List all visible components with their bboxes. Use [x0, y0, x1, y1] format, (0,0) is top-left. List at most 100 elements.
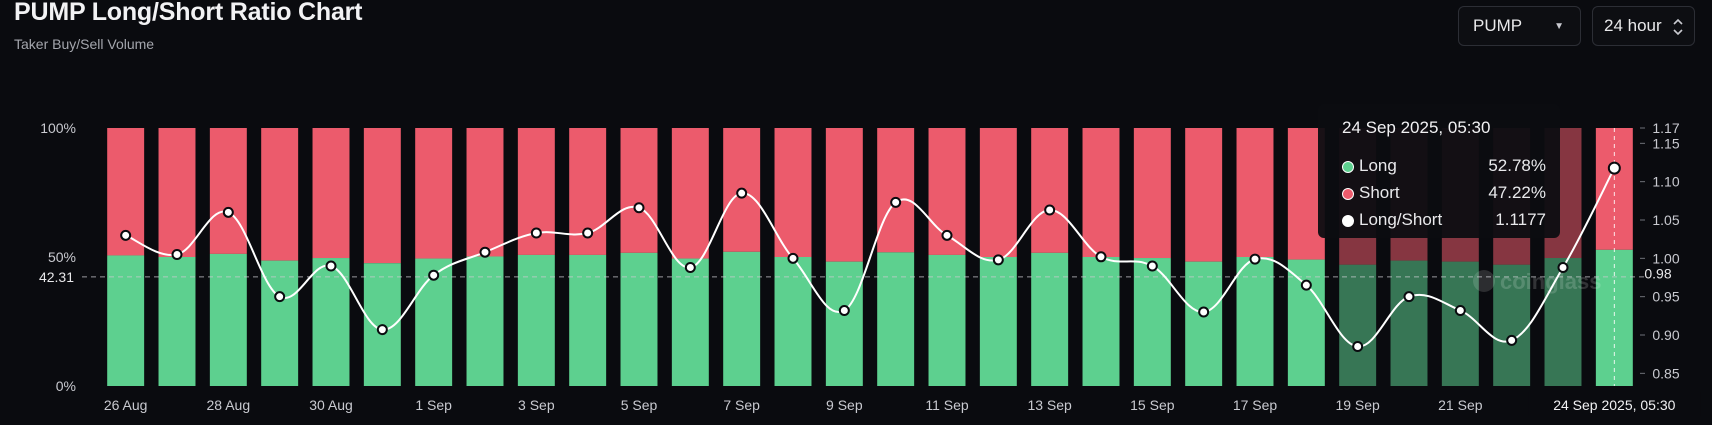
range-select-value: 24 hour [1604, 16, 1662, 35]
ratio-point [120, 229, 132, 241]
ratio-point [582, 227, 594, 239]
ratio-point [838, 304, 850, 316]
short-dot-icon [1342, 188, 1354, 200]
bar-short [825, 128, 863, 262]
bar-short [1595, 128, 1633, 250]
ratio-line [125, 167, 1616, 348]
bars [107, 128, 1633, 386]
ratio-points [120, 161, 1621, 352]
bar-short [877, 128, 915, 253]
coin-select-value: PUMP [1473, 16, 1523, 35]
bar-long [671, 258, 709, 386]
bar-long [209, 253, 247, 386]
ratio-line-path [125, 167, 1616, 348]
bar-long [1390, 260, 1428, 386]
right-axis-tick: 0.95 [1652, 289, 1679, 305]
bar-long [1185, 261, 1223, 386]
ratio-point [941, 229, 953, 241]
bar-long [1544, 258, 1582, 386]
ratio-point [274, 291, 286, 303]
bar-short [774, 128, 812, 257]
bar-short [1185, 128, 1223, 262]
tooltip-row-short: Short 47.22% [1342, 183, 1546, 205]
x-axis-tick: 17 Sep [1233, 397, 1278, 413]
ratio-point [1146, 260, 1158, 272]
bar-short [466, 128, 504, 257]
bar-long [620, 252, 658, 386]
ratio-point [1352, 341, 1364, 352]
bar-short [261, 128, 299, 261]
ratio-point [992, 254, 1004, 266]
chevron-updown-icon [1673, 18, 1683, 36]
bar-long [569, 254, 607, 386]
bar-short [979, 128, 1017, 257]
left-axis-tick: 0% [56, 378, 76, 394]
bar-long [774, 257, 812, 386]
bar-long [1339, 264, 1377, 386]
bar-long [107, 255, 145, 386]
tooltip-date: 24 Sep 2025, 05:30 [1342, 118, 1491, 137]
left-axis-marker: 42.31 [39, 269, 74, 285]
coinglass-logo-icon [1473, 270, 1495, 292]
ratio-point [479, 246, 491, 258]
right-axis-tick: 0.90 [1652, 327, 1679, 343]
bar-short [671, 128, 709, 259]
caret-down-icon: ▼ [1554, 21, 1564, 32]
bar-short [1082, 128, 1120, 257]
ratio-point [1198, 306, 1210, 318]
right-axis-tick: 1.10 [1652, 174, 1679, 190]
bar-long [1133, 258, 1171, 386]
right-axis-tick: 1.15 [1652, 135, 1679, 151]
x-axis-tick: 28 Aug [207, 397, 251, 413]
left-axis: 100% 50% 0% 42.31 [39, 120, 76, 394]
right-axis: 1.171.15 1.10 1.05 1.00 0.95 0.90 0.85 0.98 [1640, 120, 1680, 381]
ratio-point [222, 206, 234, 218]
ratio-point [1454, 304, 1466, 316]
range-select[interactable]: 24 hour [1592, 6, 1695, 46]
ratio-point [1506, 334, 1518, 346]
ratio-point [376, 324, 388, 336]
x-axis-tick: 30 Aug [309, 397, 353, 413]
x-hover-label: 24 Sep 2025, 05:30 [1553, 397, 1675, 413]
bar-long [979, 257, 1017, 386]
bar-long [1031, 252, 1069, 386]
bar-long [1493, 264, 1531, 386]
bar-long [1441, 261, 1479, 386]
x-axis-tick: 1 Sep [415, 397, 452, 413]
right-axis-tick: 1.17 [1652, 120, 1679, 136]
ratio-point [530, 227, 542, 239]
bar-long [1082, 257, 1120, 386]
right-axis-tick: 0.85 [1652, 365, 1679, 381]
ratio-point [736, 187, 748, 199]
left-axis-tick: 100% [40, 120, 76, 136]
bar-long [1287, 259, 1325, 386]
x-axis-tick: 26 Aug [104, 397, 148, 413]
tooltip-long-label: Long [1359, 156, 1397, 175]
coin-select[interactable]: PUMP ▼ [1458, 6, 1581, 46]
bar-short [415, 128, 453, 259]
bar-long [466, 256, 504, 386]
bar-long [1236, 257, 1274, 386]
right-axis-tick: 1.05 [1652, 212, 1679, 228]
ratio-point [428, 269, 440, 281]
tooltip-short-value: 47.22% [1488, 183, 1546, 202]
x-axis-tick: 13 Sep [1027, 397, 1072, 413]
tooltip-ratio-value: 1.1177 [1495, 210, 1546, 229]
x-axis-tick: 19 Sep [1335, 397, 1380, 413]
x-axis-tick: 21 Sep [1438, 397, 1483, 413]
ratio-point [633, 202, 645, 214]
watermark: coinglass [1473, 269, 1601, 294]
bar-long [517, 254, 555, 386]
right-axis-marker: 0.98 [1644, 266, 1671, 282]
tooltip-ratio-label: Long/Short [1359, 210, 1443, 229]
x-axis-tick: 5 Sep [621, 397, 658, 413]
bar-long [158, 257, 196, 386]
bar-short [1133, 128, 1171, 259]
ratio-point [787, 252, 799, 264]
bar-short [620, 128, 658, 253]
bar-short [312, 128, 350, 259]
tooltip-short-label: Short [1359, 183, 1400, 202]
ratio-point [325, 260, 337, 272]
ratio-point [1403, 291, 1415, 303]
